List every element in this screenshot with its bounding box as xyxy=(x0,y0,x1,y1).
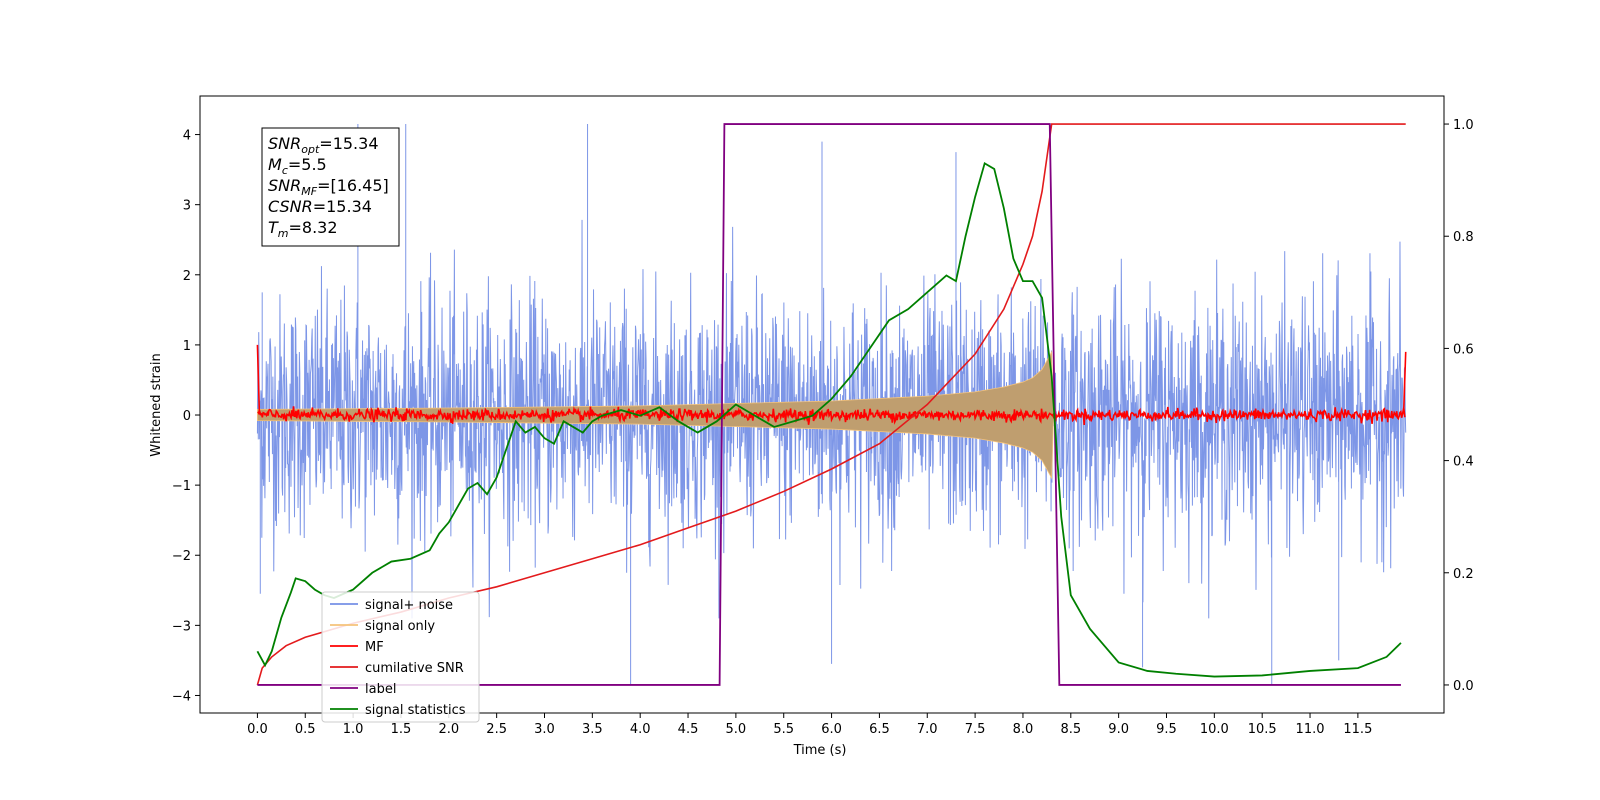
x-tick-label: 9.5 xyxy=(1156,722,1177,737)
x-tick-label: 10.0 xyxy=(1200,722,1229,737)
x-tick-label: 8.0 xyxy=(1013,722,1034,737)
info-box: SNRopt=15.34Mc=5.5SNRMF=[16.45]CSNR=15.3… xyxy=(261,127,400,247)
x-tick-label: 7.5 xyxy=(965,722,986,737)
x-tick-label: 9.0 xyxy=(1108,722,1129,737)
info-box-frame xyxy=(261,127,400,247)
legend-label: signal+ noise xyxy=(365,598,453,613)
info-line: CSNR=15.34 xyxy=(268,197,372,216)
y-right-tick-label: 0.0 xyxy=(1453,679,1474,694)
y-right-tick-label: 0.2 xyxy=(1453,567,1474,582)
series-label xyxy=(257,123,1401,686)
info-line: SNRopt=15.34 xyxy=(268,134,379,156)
x-tick-label: 6.0 xyxy=(821,722,842,737)
y-axis-left: −4 −3 −2 −1 0 1 2 3 4 xyxy=(172,129,200,704)
x-tick-label: 4.0 xyxy=(630,722,651,737)
x-tick-label: 2.0 xyxy=(438,722,459,737)
x-tick-label: 1.5 xyxy=(391,722,412,737)
legend-frame xyxy=(321,591,480,723)
plot-area xyxy=(256,123,1407,686)
info-line: SNRMF=[16.45] xyxy=(268,176,389,198)
info-line: Tm=8.32 xyxy=(268,218,338,240)
x-tick-label: 5.5 xyxy=(773,722,794,737)
series-cumulative-snr xyxy=(256,123,1406,686)
x-tick-label: 11.5 xyxy=(1343,722,1372,737)
x-tick-label: 0.0 xyxy=(247,722,268,737)
legend: signal+ noise signal only MF cumilative SNR… xyxy=(321,591,480,723)
series-signal-only xyxy=(257,350,1054,480)
x-tick-label: 11.0 xyxy=(1296,722,1325,737)
x-tick-label: 4.5 xyxy=(678,722,699,737)
y-left-tick-label: −2 xyxy=(172,549,191,564)
x-tick-label: 7.0 xyxy=(917,722,938,737)
legend-label: signal statistics xyxy=(365,703,466,718)
legend-label: signal only xyxy=(365,619,435,634)
x-tick-label: 0.5 xyxy=(295,722,316,737)
y-left-tick-label: 1 xyxy=(183,339,191,354)
x-tick-label: 6.5 xyxy=(869,722,890,737)
y-right-tick-label: 0.4 xyxy=(1453,455,1474,470)
y-right-tick-label: 0.6 xyxy=(1453,342,1474,357)
x-tick-label: 3.0 xyxy=(534,722,555,737)
x-tick-label: 2.5 xyxy=(486,722,507,737)
y-left-tick-label: −3 xyxy=(172,619,191,634)
y-left-tick-label: 2 xyxy=(183,269,191,284)
x-axis-label: Time (s) xyxy=(793,743,847,758)
y-left-tick-label: −1 xyxy=(172,479,191,494)
legend-label: cumilative SNR xyxy=(365,661,464,676)
y-left-tick-label: 0 xyxy=(183,409,191,424)
series-signal-statistics xyxy=(256,161,1402,678)
plot-frame xyxy=(199,95,1445,714)
info-line: Mc=5.5 xyxy=(268,155,327,177)
x-tick-label: 5.0 xyxy=(726,722,747,737)
y-right-tick-label: 1.0 xyxy=(1453,118,1474,133)
x-axis: 0.0 0.5 1.0 1.5 2.0 2.5 3.0 3.5 4.0 4.5 5.0 5.5 6.0 6… xyxy=(247,713,1372,737)
y-axis-label: Whitened strain xyxy=(149,353,164,456)
y-right-tick-label: 0.8 xyxy=(1453,230,1474,245)
x-tick-label: 10.5 xyxy=(1248,722,1277,737)
legend-label: label xyxy=(365,682,396,697)
x-tick-label: 1.0 xyxy=(343,722,364,737)
y-left-tick-label: 3 xyxy=(183,199,191,214)
series-mf xyxy=(256,344,1407,426)
x-tick-label: 8.5 xyxy=(1060,722,1081,737)
legend-label: MF xyxy=(365,640,384,655)
y-left-tick-label: −4 xyxy=(172,689,191,704)
y-axis-right: 0.0 0.2 0.4 0.6 0.8 1.0 xyxy=(1444,118,1474,694)
y-left-tick-label: 4 xyxy=(183,129,191,144)
x-tick-label: 3.5 xyxy=(582,722,603,737)
